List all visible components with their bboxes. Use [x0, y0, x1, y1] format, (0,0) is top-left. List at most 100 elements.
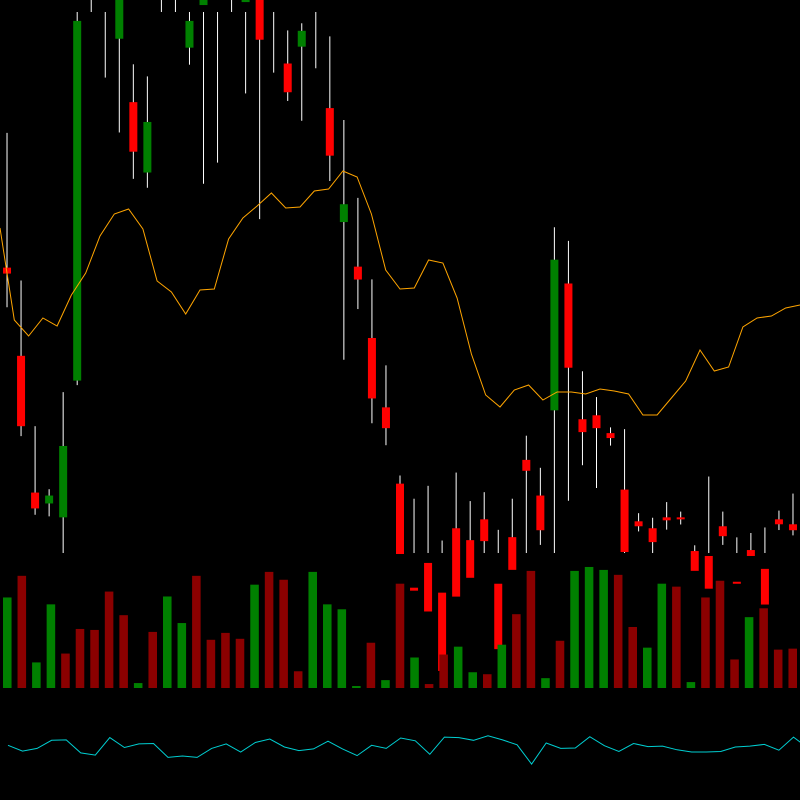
volume-bar: [788, 648, 797, 688]
volume-bar: [75, 628, 85, 688]
candle-body-up: [339, 204, 348, 223]
candle-body-up: [143, 121, 152, 173]
volume-bar: [264, 571, 274, 688]
candle-body-down: [746, 550, 755, 556]
volume-bar: [90, 629, 99, 688]
volume-bar: [17, 575, 27, 688]
candle-body-down: [424, 562, 433, 612]
volume-bar: [323, 604, 332, 688]
volume-bar: [395, 583, 405, 688]
candle-body-up: [550, 259, 559, 411]
volume-bar: [3, 597, 12, 688]
volume-bar: [410, 657, 419, 688]
volume-bar: [599, 569, 608, 688]
volume-bar: [541, 678, 550, 688]
volume-bar: [526, 570, 536, 688]
volume-bar: [497, 644, 507, 688]
volume-bar: [424, 684, 434, 688]
volume-bar: [672, 586, 681, 688]
candle-body-down: [634, 521, 643, 527]
candle-body-down: [662, 517, 671, 521]
indicator-panel: [7, 735, 800, 765]
volume-bar: [555, 640, 565, 688]
volume-bar: [453, 646, 463, 688]
volume-bar: [584, 566, 594, 688]
candle-body-up: [185, 20, 194, 48]
volume-bar: [701, 597, 710, 688]
volume-bar: [468, 672, 477, 688]
volume-bar: [133, 683, 143, 688]
candle-body-down: [508, 537, 517, 570]
candle-body-down: [774, 519, 783, 525]
moving-average-line: [0, 170, 800, 416]
volume-bar: [381, 680, 390, 688]
candlestick-series: [3, 0, 797, 671]
candle-body-up: [59, 446, 68, 518]
volume-bar: [337, 609, 347, 688]
candle-body-down: [704, 555, 713, 589]
candle-body-down: [718, 526, 727, 537]
price-panel: [0, 0, 800, 671]
volume-bar: [512, 614, 521, 688]
volume-bar: [570, 570, 579, 688]
volume-bar: [439, 654, 448, 688]
volume-panel: [3, 566, 797, 688]
candle-body-down: [438, 592, 447, 671]
volume-bar: [657, 583, 667, 688]
volume-bar: [686, 682, 696, 688]
volume-bar: [32, 662, 41, 688]
candle-body-down: [578, 419, 587, 433]
candle-body-down: [17, 355, 26, 427]
volume-bar: [279, 579, 288, 688]
volume-bar: [628, 626, 637, 688]
volume-bar: [250, 584, 259, 688]
volume-bar: [759, 608, 768, 688]
candle-body-down: [494, 583, 503, 650]
candle-body-down: [396, 483, 404, 555]
candle-body-down: [648, 528, 657, 543]
candle-body-down: [353, 266, 362, 280]
candle-body-down: [480, 519, 489, 542]
volume-bar: [613, 574, 623, 688]
volume-bar: [192, 575, 201, 688]
candle-body-down: [592, 415, 601, 429]
volume-bar: [46, 604, 56, 688]
candle-body-down: [367, 337, 376, 399]
candle-body-down: [452, 528, 461, 597]
volume-bar: [206, 639, 216, 688]
candle-body-down: [732, 581, 741, 584]
candle-body-down: [522, 459, 531, 471]
candle-body-down: [381, 407, 390, 429]
candle-body-down: [410, 587, 419, 591]
candle-body-up: [115, 0, 124, 39]
candle-body-down: [676, 517, 685, 520]
volume-bar: [352, 686, 361, 688]
candle-body-up: [199, 0, 208, 6]
oscillator-line: [7, 735, 800, 765]
candle-body-up: [297, 30, 306, 47]
candle-body-down: [466, 540, 475, 578]
candle-body-down: [620, 489, 629, 553]
volume-bar: [715, 580, 725, 688]
volume-bar: [235, 638, 245, 688]
candle-body-down: [325, 108, 334, 156]
volume-bar: [293, 671, 303, 688]
volume-bar: [773, 649, 783, 688]
candle-body-down: [536, 495, 545, 531]
volume-bar: [366, 642, 376, 688]
volume-bar: [119, 615, 128, 688]
volume-bar: [730, 659, 739, 688]
candle-body-up: [73, 20, 82, 381]
volume-bar: [308, 571, 317, 688]
candle-body-down: [255, 0, 264, 40]
volume-bar: [744, 617, 754, 688]
candle-body-down: [31, 492, 40, 509]
candle-body-up: [45, 495, 54, 504]
candle-body-down: [283, 63, 292, 93]
volume-bar: [148, 631, 157, 688]
volume-bar: [61, 653, 70, 688]
candle-body-down: [760, 568, 769, 605]
candle-body-down: [788, 524, 797, 531]
candle-body-down: [606, 433, 615, 439]
